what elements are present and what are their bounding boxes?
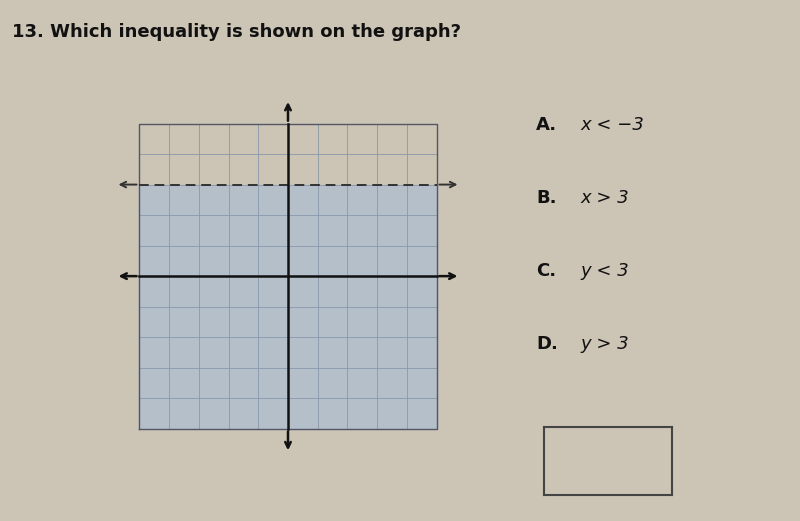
- Text: B.: B.: [536, 189, 557, 207]
- Text: 13. Which inequality is shown on the graph?: 13. Which inequality is shown on the gra…: [12, 23, 461, 42]
- Text: y < 3: y < 3: [580, 262, 629, 280]
- Text: x > 3: x > 3: [580, 189, 629, 207]
- Text: y > 3: y > 3: [580, 335, 629, 353]
- Text: x < −3: x < −3: [580, 116, 644, 134]
- Text: D.: D.: [536, 335, 558, 353]
- Text: A.: A.: [536, 116, 557, 134]
- Text: C.: C.: [536, 262, 556, 280]
